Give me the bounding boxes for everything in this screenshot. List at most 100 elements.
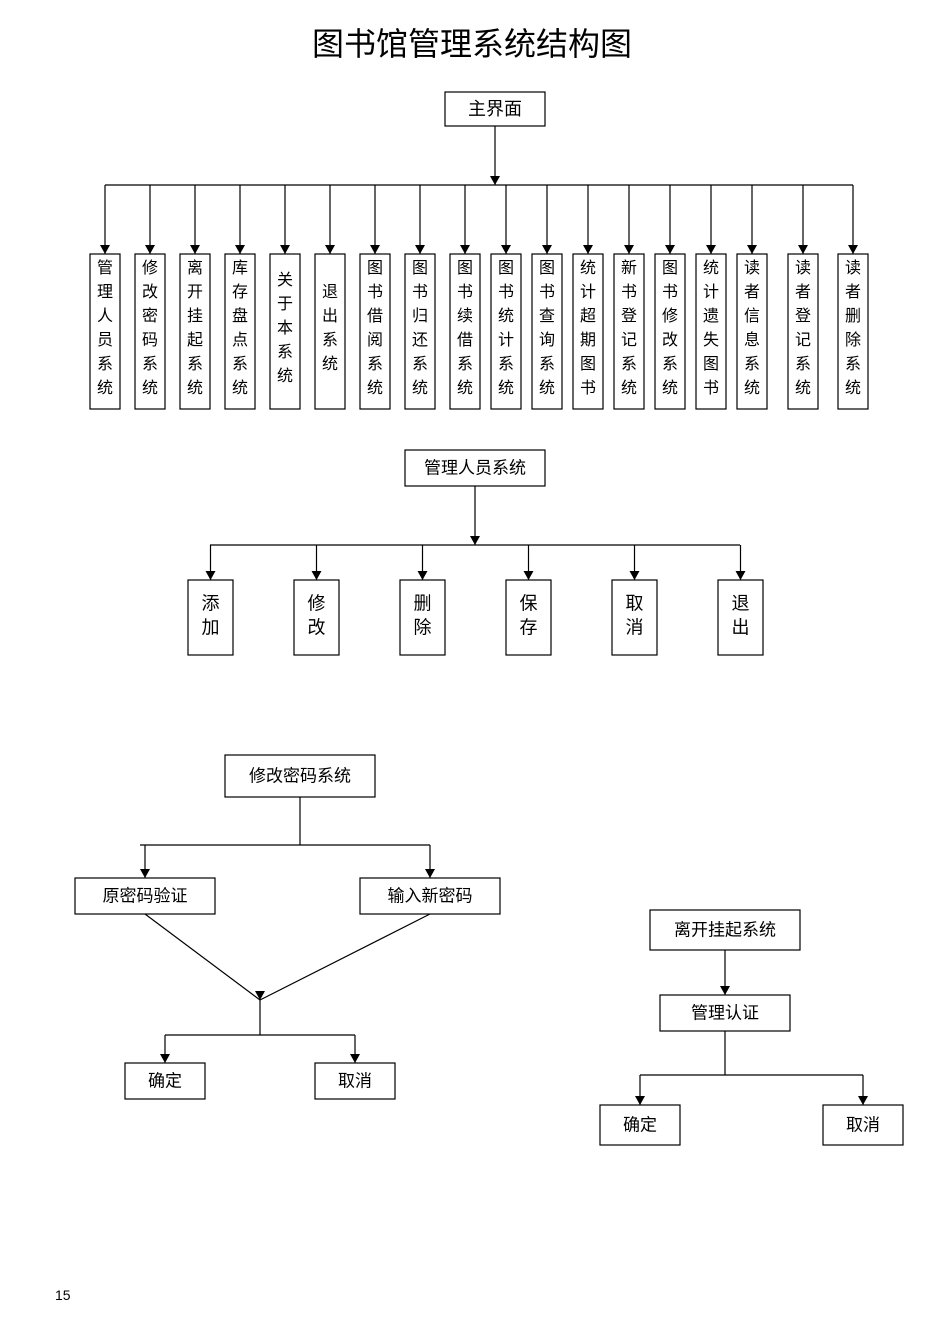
svg-text:存: 存 — [520, 617, 538, 637]
svg-text:退: 退 — [322, 283, 338, 301]
svg-text:系: 系 — [457, 355, 473, 373]
svg-text:书: 书 — [539, 283, 555, 301]
svg-text:改: 改 — [142, 283, 158, 301]
svg-text:统: 统 — [703, 259, 719, 277]
svg-text:码: 码 — [142, 331, 158, 349]
svg-text:起: 起 — [187, 331, 203, 349]
svg-text:出: 出 — [732, 617, 750, 637]
svg-text:修: 修 — [142, 259, 158, 277]
svg-text:记: 记 — [795, 331, 811, 349]
svg-text:统: 统 — [457, 379, 473, 397]
svg-text:本: 本 — [277, 319, 293, 337]
svg-text:员: 员 — [97, 331, 113, 349]
svg-text:系: 系 — [232, 355, 248, 373]
svg-text:登: 登 — [621, 307, 637, 325]
svg-text:书: 书 — [367, 283, 383, 301]
svg-text:系: 系 — [97, 355, 113, 373]
svg-text:修改密码系统: 修改密码系统 — [249, 766, 351, 785]
svg-text:读: 读 — [845, 259, 861, 277]
svg-text:管理人员系统: 管理人员系统 — [424, 458, 526, 477]
svg-text:系: 系 — [322, 331, 338, 349]
svg-text:添: 添 — [202, 593, 220, 613]
svg-text:统: 统 — [367, 379, 383, 397]
svg-text:图: 图 — [498, 260, 514, 277]
svg-text:统: 统 — [744, 379, 760, 397]
svg-text:挂: 挂 — [187, 307, 203, 325]
svg-text:询: 询 — [539, 331, 555, 349]
svg-text:关: 关 — [277, 271, 293, 289]
svg-text:主界面: 主界面 — [468, 99, 522, 119]
svg-text:开: 开 — [187, 284, 203, 301]
svg-text:统: 统 — [498, 379, 514, 397]
svg-text:离: 离 — [187, 259, 203, 277]
svg-text:统: 统 — [232, 379, 248, 397]
svg-text:查: 查 — [539, 307, 555, 325]
svg-text:者: 者 — [744, 283, 760, 301]
svg-text:密: 密 — [142, 307, 158, 325]
svg-text:系: 系 — [845, 355, 861, 373]
svg-text:期: 期 — [580, 331, 596, 349]
svg-text:计: 计 — [580, 283, 596, 301]
svg-text:者: 者 — [795, 283, 811, 301]
svg-text:新: 新 — [621, 259, 637, 277]
svg-text:借: 借 — [367, 307, 383, 325]
svg-text:管理认证: 管理认证 — [691, 1003, 759, 1022]
diagram-canvas: 图书馆管理系统结构图15主界面管理人员系统修改密码系统离开挂起系统库存盘点系统关… — [0, 0, 945, 1326]
svg-text:计: 计 — [703, 283, 719, 301]
svg-text:书: 书 — [498, 283, 514, 301]
svg-text:系: 系 — [142, 355, 158, 373]
svg-text:遗: 遗 — [703, 307, 719, 325]
svg-text:借: 借 — [457, 331, 473, 349]
svg-text:统: 统 — [795, 379, 811, 397]
svg-text:盘: 盘 — [232, 306, 248, 325]
svg-text:书: 书 — [621, 283, 637, 301]
svg-text:超: 超 — [580, 307, 596, 325]
svg-text:改: 改 — [308, 617, 326, 637]
svg-text:删: 删 — [414, 593, 432, 613]
svg-text:保: 保 — [520, 593, 538, 613]
svg-text:系: 系 — [412, 355, 428, 373]
svg-text:取消: 取消 — [846, 1115, 880, 1134]
svg-text:还: 还 — [412, 331, 428, 349]
svg-text:于: 于 — [277, 296, 293, 313]
svg-text:图: 图 — [457, 260, 473, 277]
svg-text:书: 书 — [457, 283, 473, 301]
svg-text:统: 统 — [621, 379, 637, 397]
svg-text:统: 统 — [97, 379, 113, 397]
svg-text:除: 除 — [845, 331, 861, 349]
svg-text:统: 统 — [662, 379, 678, 397]
svg-text:统: 统 — [845, 379, 861, 397]
svg-text:确定: 确定 — [623, 1115, 657, 1134]
svg-text:书: 书 — [580, 379, 596, 397]
svg-text:确定: 确定 — [148, 1071, 182, 1090]
svg-text:出: 出 — [322, 307, 338, 325]
svg-text:输入新密码: 输入新密码 — [388, 886, 473, 905]
svg-text:图: 图 — [662, 260, 678, 277]
svg-text:记: 记 — [621, 331, 637, 349]
svg-text:统: 统 — [142, 379, 158, 397]
svg-text:系: 系 — [187, 355, 203, 373]
svg-text:计: 计 — [498, 331, 514, 349]
svg-text:读: 读 — [744, 259, 760, 277]
page-title: 图书馆管理系统结构图 — [312, 26, 632, 62]
svg-text:信: 信 — [744, 307, 760, 325]
svg-text:人: 人 — [97, 307, 113, 325]
svg-text:图: 图 — [412, 260, 428, 277]
svg-text:统: 统 — [539, 379, 555, 397]
svg-text:离开挂起系统: 离开挂起系统 — [674, 920, 776, 939]
svg-text:书: 书 — [703, 379, 719, 397]
svg-text:书: 书 — [412, 283, 428, 301]
svg-text:加: 加 — [202, 617, 220, 637]
svg-text:图: 图 — [703, 356, 719, 373]
svg-text:管: 管 — [97, 259, 113, 277]
svg-text:删: 删 — [845, 307, 861, 325]
svg-text:点: 点 — [232, 331, 248, 349]
svg-text:系: 系 — [744, 355, 760, 373]
svg-text:系: 系 — [795, 355, 811, 373]
svg-text:图: 图 — [580, 356, 596, 373]
svg-text:系: 系 — [539, 355, 555, 373]
svg-text:统: 统 — [580, 259, 596, 277]
svg-text:阅: 阅 — [367, 331, 383, 349]
svg-text:统: 统 — [187, 379, 203, 397]
svg-text:登: 登 — [795, 307, 811, 325]
